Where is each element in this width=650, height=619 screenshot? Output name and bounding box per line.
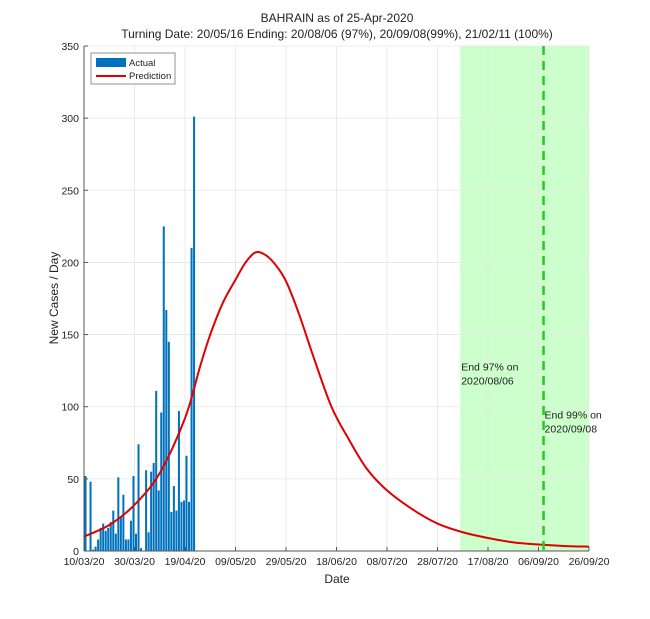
x-tick-label: 17/08/20 (468, 556, 509, 568)
actual-bar (172, 486, 175, 551)
legend-actual-swatch (96, 58, 126, 67)
y-axis-label: New Cases / Day (47, 252, 61, 345)
y-tick-label: 300 (61, 113, 79, 125)
x-tick-label: 26/09/20 (569, 556, 610, 568)
actual-bar (124, 539, 127, 551)
actual-bar (152, 462, 155, 551)
actual-bar (97, 539, 100, 551)
y-tick-label: 100 (61, 402, 79, 414)
actual-bar (177, 411, 180, 551)
actual-bars (84, 116, 196, 551)
y-tick-label: 50 (67, 474, 79, 486)
x-tick-label: 06/09/20 (518, 556, 559, 568)
actual-bar (162, 226, 165, 551)
grid-layer (83, 45, 590, 552)
actual-bar (122, 494, 125, 551)
y-tick-label: 0 (73, 546, 79, 558)
actual-bar (167, 341, 170, 551)
actual-bar (185, 455, 188, 551)
actual-bar (102, 523, 105, 551)
actual-bar (182, 500, 185, 551)
annotation-date: 2020/08/06 (461, 376, 514, 388)
y-tick-label: 150 (61, 330, 79, 342)
actual-bar (193, 116, 196, 551)
actual-bar (188, 501, 191, 551)
actual-bar (112, 510, 115, 551)
actual-bar (157, 490, 160, 551)
actual-bar (137, 444, 140, 551)
x-axis-label: Date (324, 572, 350, 586)
actual-bar (107, 527, 110, 551)
annotations: End 97% on 2020/08/06 End 99% on 2020/09/08 (461, 362, 602, 436)
ending-shaded-region-layer (460, 46, 589, 551)
actual-bar (89, 481, 92, 551)
actual-bar (175, 510, 178, 551)
y-tick-label: 200 (61, 257, 79, 269)
actual-bar (147, 532, 150, 551)
chart-title: BAHRAIN as of 25-Apr-2020 (261, 11, 414, 25)
y-tick-label: 350 (61, 41, 79, 53)
actual-bar (127, 539, 130, 551)
actual-bar (114, 533, 117, 551)
actual-bar (84, 475, 87, 551)
actual-bar (134, 533, 138, 551)
actual-bar (117, 477, 120, 551)
x-tick-label: 09/05/20 (215, 556, 256, 568)
actual-bar (155, 390, 158, 551)
prediction-line (83, 250, 590, 548)
ending-shaded-region (460, 46, 589, 551)
prediction-line-layer (83, 46, 590, 551)
legend-actual-label: Actual (129, 58, 155, 69)
actual-bar (150, 471, 153, 551)
y-tick-label: 250 (61, 185, 79, 197)
x-tick-label: 29/05/20 (266, 556, 307, 568)
x-tick-label: 28/07/20 (417, 556, 458, 568)
actual-bar (94, 546, 97, 551)
x-tick-label: 30/03/20 (114, 556, 155, 568)
chart-subtitle: Turning Date: 20/05/16 Ending: 20/08/06 … (121, 27, 553, 41)
axes (83, 45, 590, 552)
x-tick-label: 19/04/20 (165, 556, 206, 568)
annotation-date: 2020/09/08 (545, 423, 598, 435)
annotation-text: End 99% on (545, 409, 602, 421)
actual-bar (99, 527, 102, 551)
actual-bar (119, 516, 122, 551)
actual-bar (160, 412, 163, 551)
actual-bar (165, 310, 168, 551)
actual-bar (170, 512, 173, 551)
actual-bar (132, 475, 135, 551)
annotation-text: End 97% on (461, 362, 518, 374)
legend: Actual Prediction (90, 52, 176, 85)
x-tick-label: 10/03/20 (64, 556, 105, 568)
actual-bar (104, 530, 107, 551)
actual-bar (140, 548, 143, 551)
legend-prediction-label: Prediction (129, 71, 171, 82)
x-tick-label: 18/06/20 (316, 556, 357, 568)
tick-labels: 0 50 100 150 200 250 300 350 10/03/20 30/03/20 19/… (61, 41, 609, 568)
actual-bar (180, 501, 183, 551)
actual-bar (129, 520, 132, 551)
actual-bar (92, 549, 95, 551)
x-tick-label: 08/07/20 (367, 556, 408, 568)
actual-bar (145, 470, 148, 551)
actual-bar (109, 522, 112, 551)
